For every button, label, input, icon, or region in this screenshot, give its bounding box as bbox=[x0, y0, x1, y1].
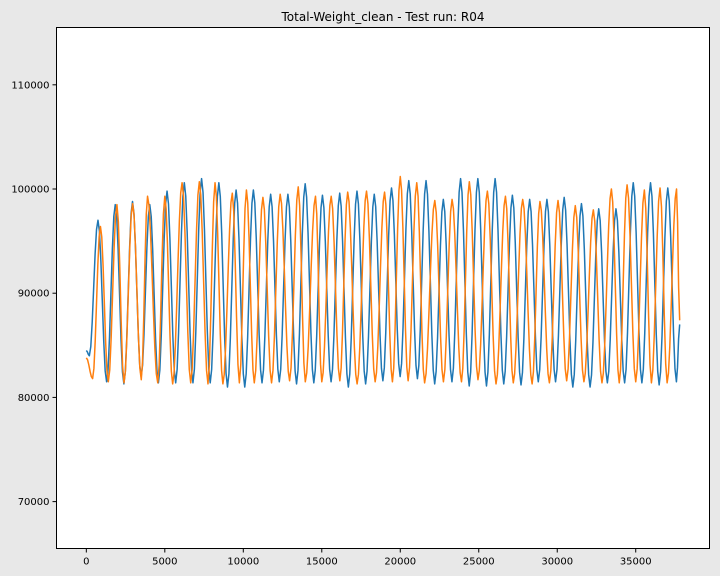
x-tick-label: 0 bbox=[83, 557, 89, 568]
x-tick-label: 30000 bbox=[541, 557, 573, 568]
series-line-2 bbox=[85, 175, 681, 385]
x-tick-label: 10000 bbox=[227, 557, 259, 568]
y-tick-label: 80000 bbox=[18, 393, 50, 404]
x-tick-label: 20000 bbox=[384, 557, 416, 568]
x-tick-label: 5000 bbox=[152, 557, 177, 568]
plot-area bbox=[56, 27, 710, 549]
series-layer bbox=[85, 175, 681, 388]
x-tick-label: 15000 bbox=[306, 557, 338, 568]
y-tick-label: 90000 bbox=[18, 289, 50, 300]
x-tick-label: 35000 bbox=[620, 557, 652, 568]
x-tick-label: 25000 bbox=[463, 557, 495, 568]
y-axis: 70000 80000 90000 100000 110000 bbox=[11, 80, 57, 508]
y-tick-label: 100000 bbox=[11, 185, 49, 196]
series-line-1 bbox=[85, 177, 681, 388]
x-axis: 0 5000 10000 15000 20000 25000 30000 35000 bbox=[83, 548, 652, 568]
plot-frame bbox=[56, 27, 710, 549]
y-tick-label: 110000 bbox=[11, 80, 49, 91]
chart-title: Total-Weight_clean - Test run: R04 bbox=[281, 10, 485, 24]
y-tick-label: 70000 bbox=[18, 497, 50, 508]
